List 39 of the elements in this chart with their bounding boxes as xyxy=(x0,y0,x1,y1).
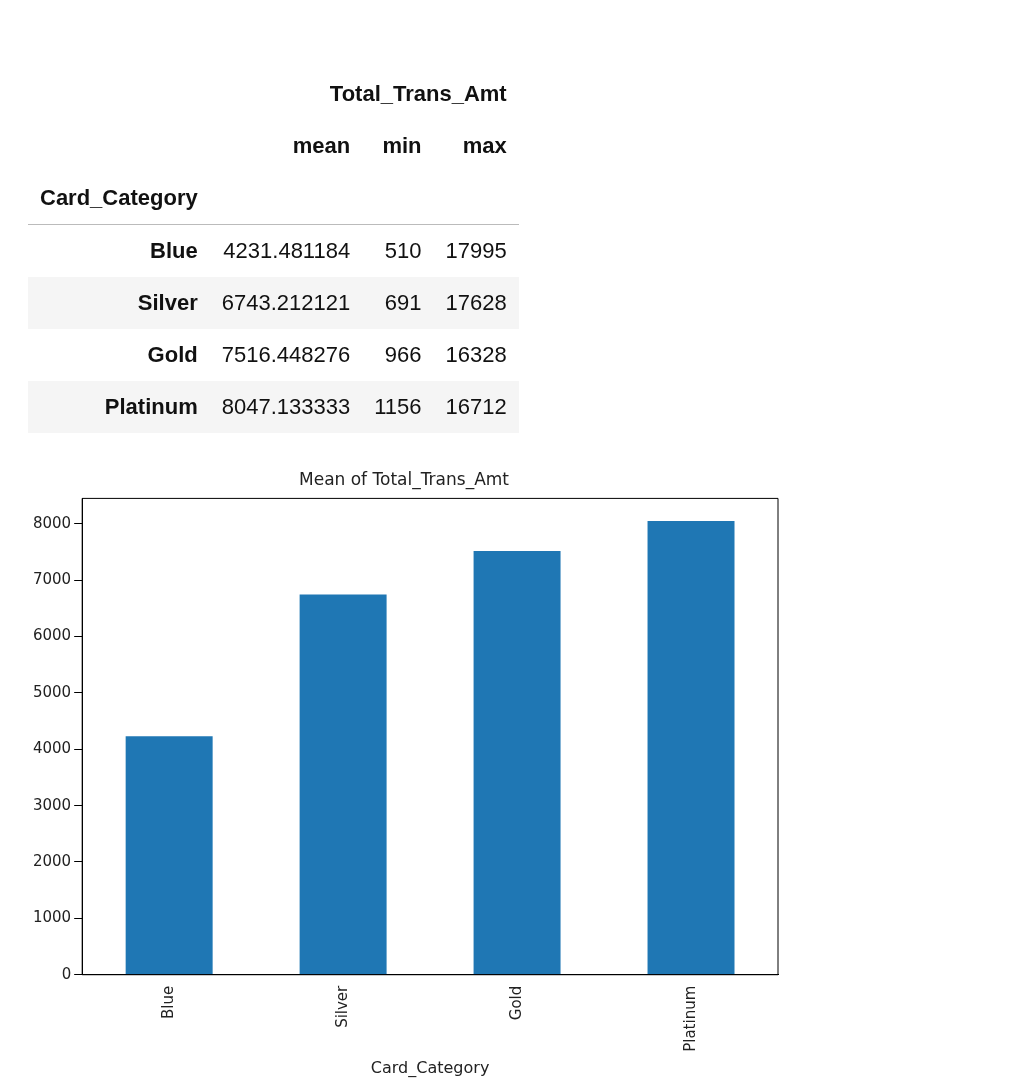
y-tick-label: Gold xyxy=(146,341,199,369)
data-label: 691 xyxy=(362,277,434,329)
chart-title: Total_Trans_Amt xyxy=(328,80,508,108)
data-label: 4231.481184 xyxy=(222,237,352,265)
data-label: 966 xyxy=(383,341,423,369)
data-label: 7516.448276 xyxy=(220,341,352,369)
data-label: 16712 xyxy=(433,381,519,433)
x-tick-label: Silver xyxy=(333,984,351,1028)
y-tick-label: 6000 xyxy=(32,626,72,645)
bar xyxy=(125,736,213,975)
y-tick-label: Platinum xyxy=(28,381,210,433)
y-axis-title: Card_Category xyxy=(28,172,210,225)
data-label: 1156 xyxy=(362,381,434,433)
bar xyxy=(473,551,561,975)
y-tick-label: 8000 xyxy=(32,513,72,532)
y-tick-label: 1000 xyxy=(32,908,72,927)
y-tick-label: 2000 xyxy=(32,851,72,870)
x-tick-label: max xyxy=(461,132,508,160)
bar xyxy=(299,594,387,975)
y-tick-label: Blue xyxy=(149,237,199,265)
y-tick-label: 7000 xyxy=(32,570,72,589)
y-tick-label: 4000 xyxy=(32,739,72,758)
data-label: 17628 xyxy=(433,277,519,329)
y-tick-label: Silver xyxy=(28,277,210,329)
chart-title: Mean of Total_Trans_Amt xyxy=(299,468,510,490)
x-axis-title: Card_Category xyxy=(370,1057,490,1078)
x-tick-label: mean xyxy=(291,132,352,160)
data-label: 510 xyxy=(383,237,423,265)
data-label: 17995 xyxy=(444,237,508,265)
y-tick-label: 3000 xyxy=(32,795,72,814)
bar xyxy=(647,521,735,975)
data-label: 8047.133333 xyxy=(209,381,363,433)
x-tick-label: Gold xyxy=(506,985,525,1021)
y-tick-label: 0 xyxy=(61,964,72,983)
x-tick-label: Platinum xyxy=(680,985,699,1052)
y-tick-label: 5000 xyxy=(32,682,72,701)
data-label: 16328 xyxy=(444,341,508,369)
data-label: 6743.212121 xyxy=(209,277,363,329)
x-tick-label: min xyxy=(381,132,423,160)
